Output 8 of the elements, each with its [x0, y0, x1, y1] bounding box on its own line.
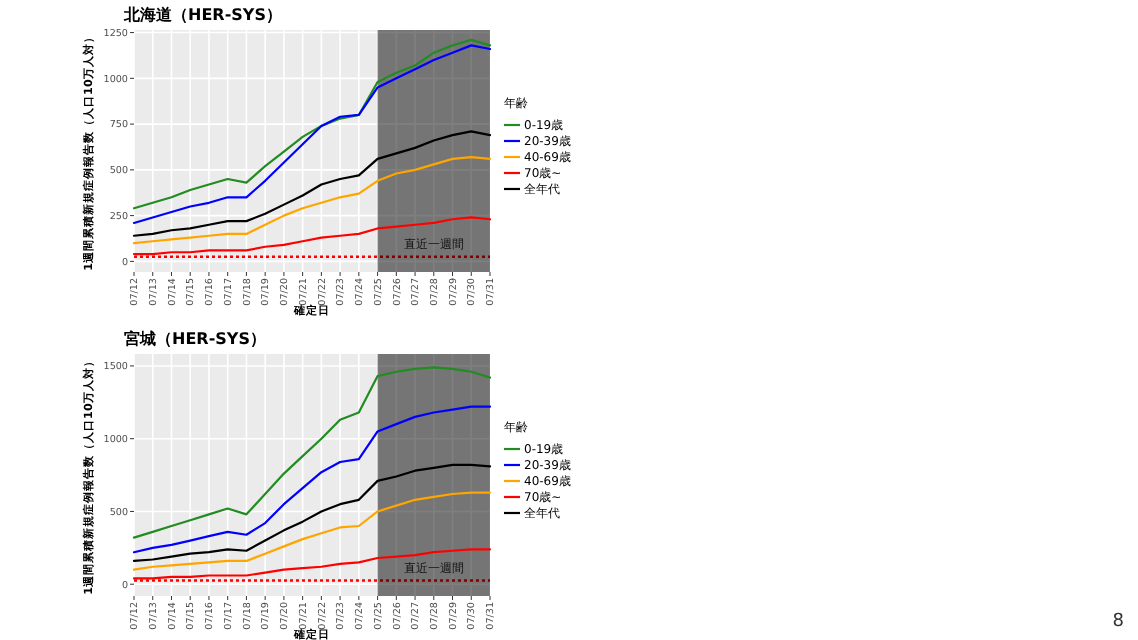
- line-series: [132, 463, 492, 563]
- line-series: [132, 130, 492, 237]
- line-series: [132, 366, 492, 539]
- chart-title: 北海道（HER-SYS）: [122, 6, 282, 24]
- line-series: [132, 491, 492, 571]
- line-series: [132, 405, 492, 554]
- text: 8: [1112, 612, 1125, 632]
- chart-title: 宮城（HER-SYS）: [124, 328, 266, 348]
